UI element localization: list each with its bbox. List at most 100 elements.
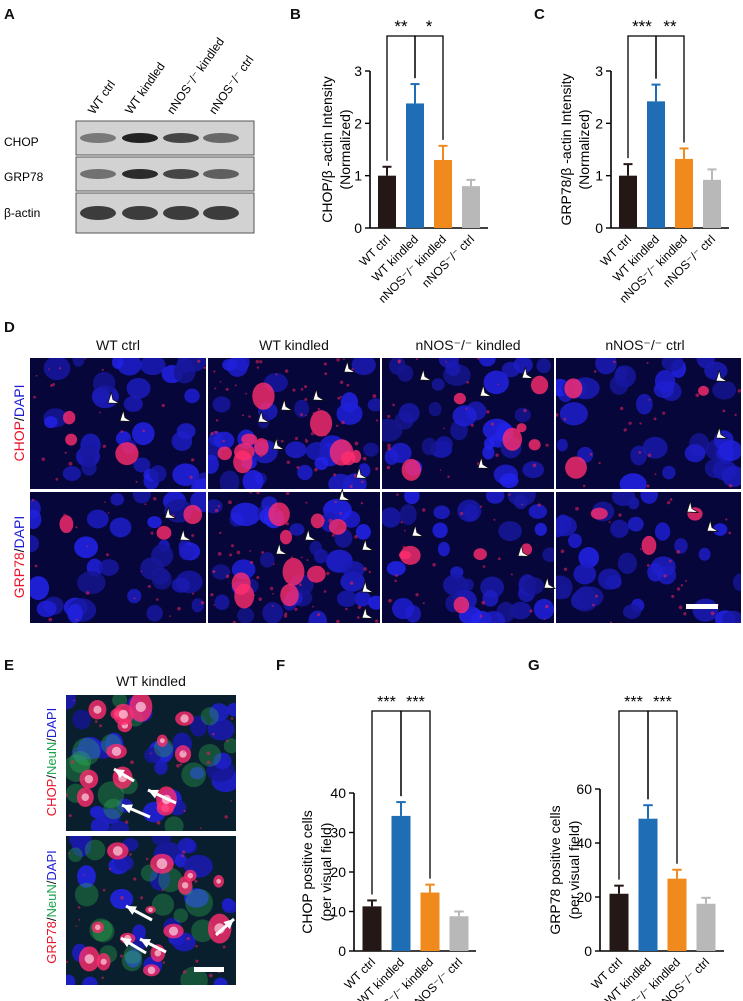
speckle [737,389,741,393]
speckle [249,550,252,552]
nucleus [732,573,741,592]
speckle [387,446,392,451]
positive-cell [282,557,305,586]
nucleus [81,459,97,476]
nucleus [640,492,658,504]
speckle [124,820,129,824]
speckle [493,518,496,521]
speckle [84,358,87,360]
arrow-head [114,769,125,779]
speckle [592,603,595,607]
positive-cell [115,442,139,466]
speckle [305,438,308,441]
speckle [189,475,193,479]
positive-cell-core [95,924,101,931]
speckle [294,436,299,441]
speckle [354,534,358,539]
neun-signal [84,839,106,861]
nucleus [662,465,676,480]
speckle [194,879,198,883]
speckle [69,523,73,526]
speckle [222,945,226,949]
speckle [183,751,185,753]
speckle [83,874,86,876]
speckle [545,604,549,609]
nucleus [433,505,450,520]
speckle [176,764,180,768]
speckle [31,499,35,502]
speckle [619,406,624,411]
speckle [41,457,45,461]
y-axis-label: (Normalized) [337,109,353,189]
nucleus [382,507,401,528]
nucleus [452,405,477,427]
label-sep: / [44,775,59,779]
speckle [297,574,300,577]
speckle [465,407,468,410]
speckle [63,513,67,518]
nucleus [556,438,568,452]
speckle [459,511,464,516]
speckle [294,607,298,611]
bar-nnos-ctrl [703,179,721,228]
arrowhead-marker [179,528,192,541]
speckle [217,551,222,556]
speckle [397,360,401,364]
positive-cell [516,423,527,433]
speckle [507,429,511,433]
speckle [252,594,256,597]
speckle [328,519,333,523]
speckle [34,564,38,568]
column-header-nnos-kindled: nNOS⁻/⁻ kindled [415,337,521,353]
speckle [290,556,294,560]
y-axis-label: (per visual field) [566,821,582,920]
speckle [304,414,307,417]
label-sep: / [11,417,27,422]
nucleus [661,358,684,372]
nucleus [30,509,42,530]
significance-label: *** [653,694,672,711]
label-grp78: GRP78 [11,552,27,599]
nucleus [177,837,196,854]
speckle [422,602,425,605]
speckle [241,414,244,417]
lane-label-nnos-ctrl: nNOS⁻/⁻ ctrl [206,53,256,117]
nucleus [176,423,196,440]
speckle [510,573,513,576]
nucleus [367,398,380,412]
speckle [275,373,278,376]
speckle [582,484,586,488]
neun-signal [173,908,188,923]
speckle [508,493,511,496]
positive-cell [520,543,533,556]
nucleus [30,576,50,601]
positive-cell [310,513,325,529]
arrowhead-marker [361,538,374,551]
speckle [224,815,228,819]
speckle [354,441,359,446]
speckle [667,501,671,505]
nucleus [314,456,329,471]
speckle [343,358,345,361]
row-label-chop-dapi: CHOP/DAPI [7,358,31,488]
nucleus [154,760,168,775]
micrograph-chop-wt-ctrl [30,358,206,489]
nucleus [174,853,187,868]
speckle [402,545,407,550]
scale-bar [686,604,718,609]
micrograph-grp78-nnos-ctrl [556,492,741,623]
y-tick-label: 3 [354,63,362,79]
speckle [363,567,367,571]
y-tick-label: 20 [330,864,346,880]
chart-grp78-intensity: 0 1 2 3 GRP78/β -actin Intensity (Normalized)… [558,17,729,306]
speckle [387,414,391,418]
y-tick-label: 2 [595,115,603,131]
nucleus [294,399,310,418]
speckle [119,954,123,958]
speckle [300,413,303,417]
y-tick-label: 30 [330,825,346,841]
nucleus [435,436,453,452]
speckle [272,592,275,595]
nucleus [721,465,741,487]
